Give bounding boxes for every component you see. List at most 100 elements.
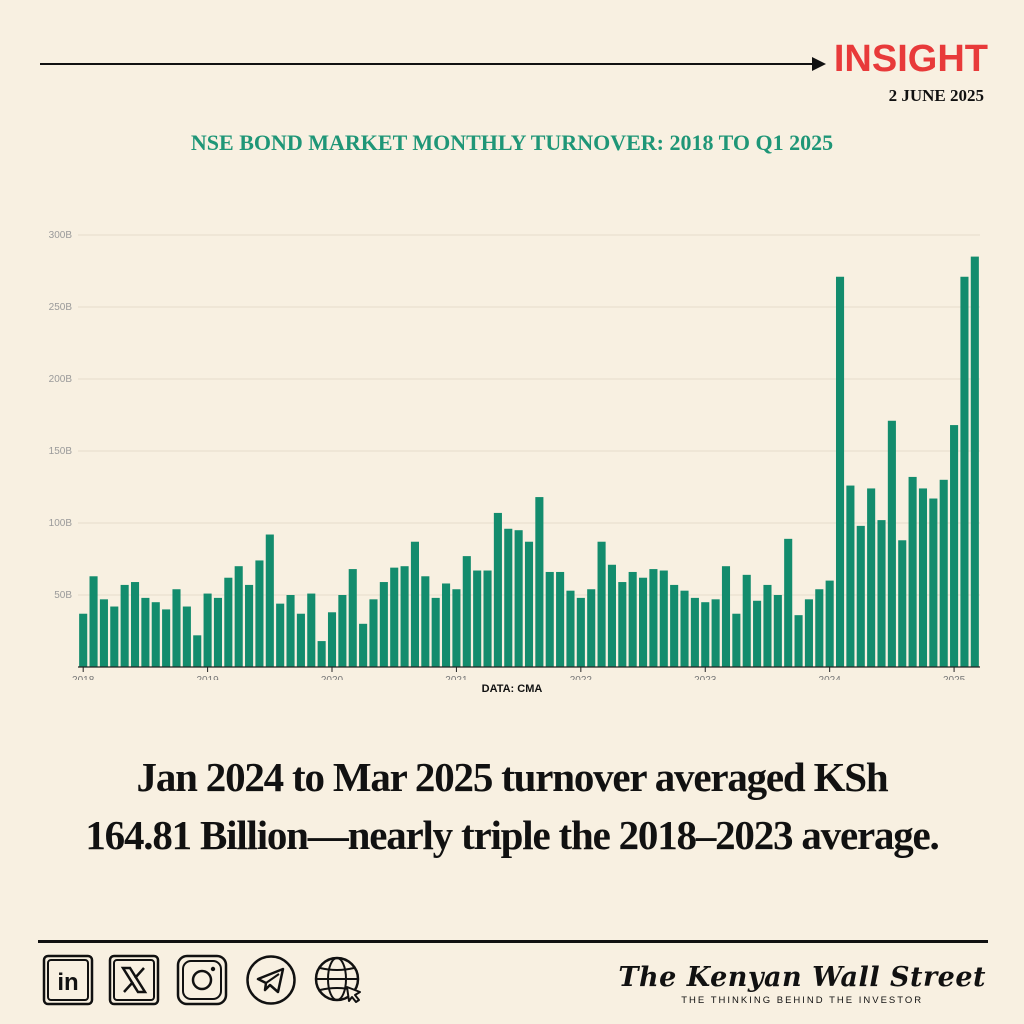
y-tick-label: 100B (49, 518, 73, 529)
bar (763, 584, 772, 667)
x-tick-label: 2022 (570, 675, 593, 680)
y-tick-label: 50B (54, 590, 72, 601)
bar (835, 276, 845, 667)
bar (348, 569, 357, 667)
bar (110, 606, 119, 667)
bar (493, 512, 502, 667)
x-icon[interactable] (108, 954, 160, 1006)
bar (203, 593, 212, 667)
bar (369, 599, 378, 667)
publish-date: 2 JUNE 2025 (888, 86, 984, 105)
data-source: DATA: CMA (481, 683, 543, 695)
bar (711, 599, 720, 667)
bar (130, 582, 140, 667)
bar (452, 589, 461, 667)
bar (276, 603, 285, 667)
bar (483, 570, 492, 667)
bar (410, 541, 419, 667)
bar (960, 276, 969, 667)
bar (753, 600, 762, 667)
bar (431, 597, 440, 667)
bar (442, 583, 451, 667)
bar (887, 420, 896, 667)
bar (587, 589, 596, 667)
headline: Jan 2024 to Mar 2025 turnover averaged K… (20, 748, 1004, 864)
bar (89, 576, 98, 667)
bar (815, 589, 824, 667)
web-icon[interactable] (312, 954, 364, 1006)
bar (245, 584, 254, 667)
telegram-icon[interactable] (245, 954, 297, 1006)
bar (701, 602, 710, 667)
arrow-icon (812, 57, 826, 71)
bar (151, 602, 160, 667)
bar (804, 599, 813, 667)
bar (618, 582, 627, 667)
insight-label: INSIGHT (833, 38, 988, 80)
svg-text:in: in (57, 969, 78, 996)
bar (473, 570, 482, 667)
brand-tagline: THE THINKING BEHIND THE INVESTOR (681, 995, 924, 1006)
bar (296, 613, 305, 667)
bar (379, 582, 388, 667)
bar (670, 584, 679, 667)
bar (224, 577, 233, 667)
bar (898, 540, 907, 667)
headline-line-1: Jan 2024 to Mar 2025 turnover averaged K… (136, 754, 889, 800)
bar (576, 597, 585, 667)
chart-title: NSE BOND MARKET MONTHLY TURNOVER: 2018 T… (190, 130, 834, 155)
bar (950, 425, 959, 667)
bar (193, 635, 202, 667)
x-tick-label: 2023 (694, 675, 717, 680)
linkedin-icon[interactable]: in (42, 954, 94, 1006)
x-tick-label: 2020 (321, 675, 344, 680)
bar (970, 256, 979, 667)
bar (462, 556, 471, 667)
bar (265, 534, 274, 667)
x-tick-label: 2024 (819, 675, 842, 680)
bar (939, 479, 948, 667)
bar (877, 520, 886, 667)
bar (556, 571, 565, 667)
brand-name: The Kenyan Wall Street (618, 962, 986, 993)
bar (327, 612, 337, 667)
bar (421, 576, 430, 667)
brand-logo: The Kenyan Wall Street THE THINKING BEHI… (618, 962, 986, 1006)
bar (607, 564, 616, 667)
bar (400, 566, 409, 667)
bar (172, 589, 181, 667)
y-tick-label: 300B (49, 230, 73, 241)
bar (234, 566, 243, 667)
bar (524, 541, 534, 667)
bar (628, 571, 637, 667)
bar (649, 569, 658, 667)
bar (317, 641, 326, 667)
bar (908, 476, 917, 667)
bar (390, 567, 399, 667)
bar (79, 613, 88, 667)
bar (659, 570, 668, 667)
footer-rule (38, 940, 988, 943)
bar (162, 609, 171, 667)
headline-line-2: 164.81 Billion—nearly triple the 2018–20… (85, 812, 939, 858)
y-tick-label: 250B (49, 302, 73, 313)
bar (338, 595, 347, 667)
bar (141, 597, 150, 667)
bar (255, 560, 264, 667)
bar (566, 590, 575, 667)
bar (794, 615, 803, 667)
bar (846, 485, 855, 667)
x-tick-label: 2019 (196, 675, 219, 680)
y-tick-label: 150B (49, 446, 73, 457)
instagram-icon[interactable] (176, 954, 228, 1006)
bar (182, 606, 191, 667)
bar (825, 580, 834, 667)
bar (856, 525, 865, 667)
bar (929, 498, 938, 667)
bar (535, 497, 544, 667)
bar (773, 595, 782, 667)
bar (784, 538, 793, 667)
x-tick-label: 2018 (72, 675, 95, 680)
bar (867, 488, 876, 667)
bar-chart: 50B 100B 150B 200B 250B 300B 2018 2019 2020 2021 2… (49, 230, 980, 680)
